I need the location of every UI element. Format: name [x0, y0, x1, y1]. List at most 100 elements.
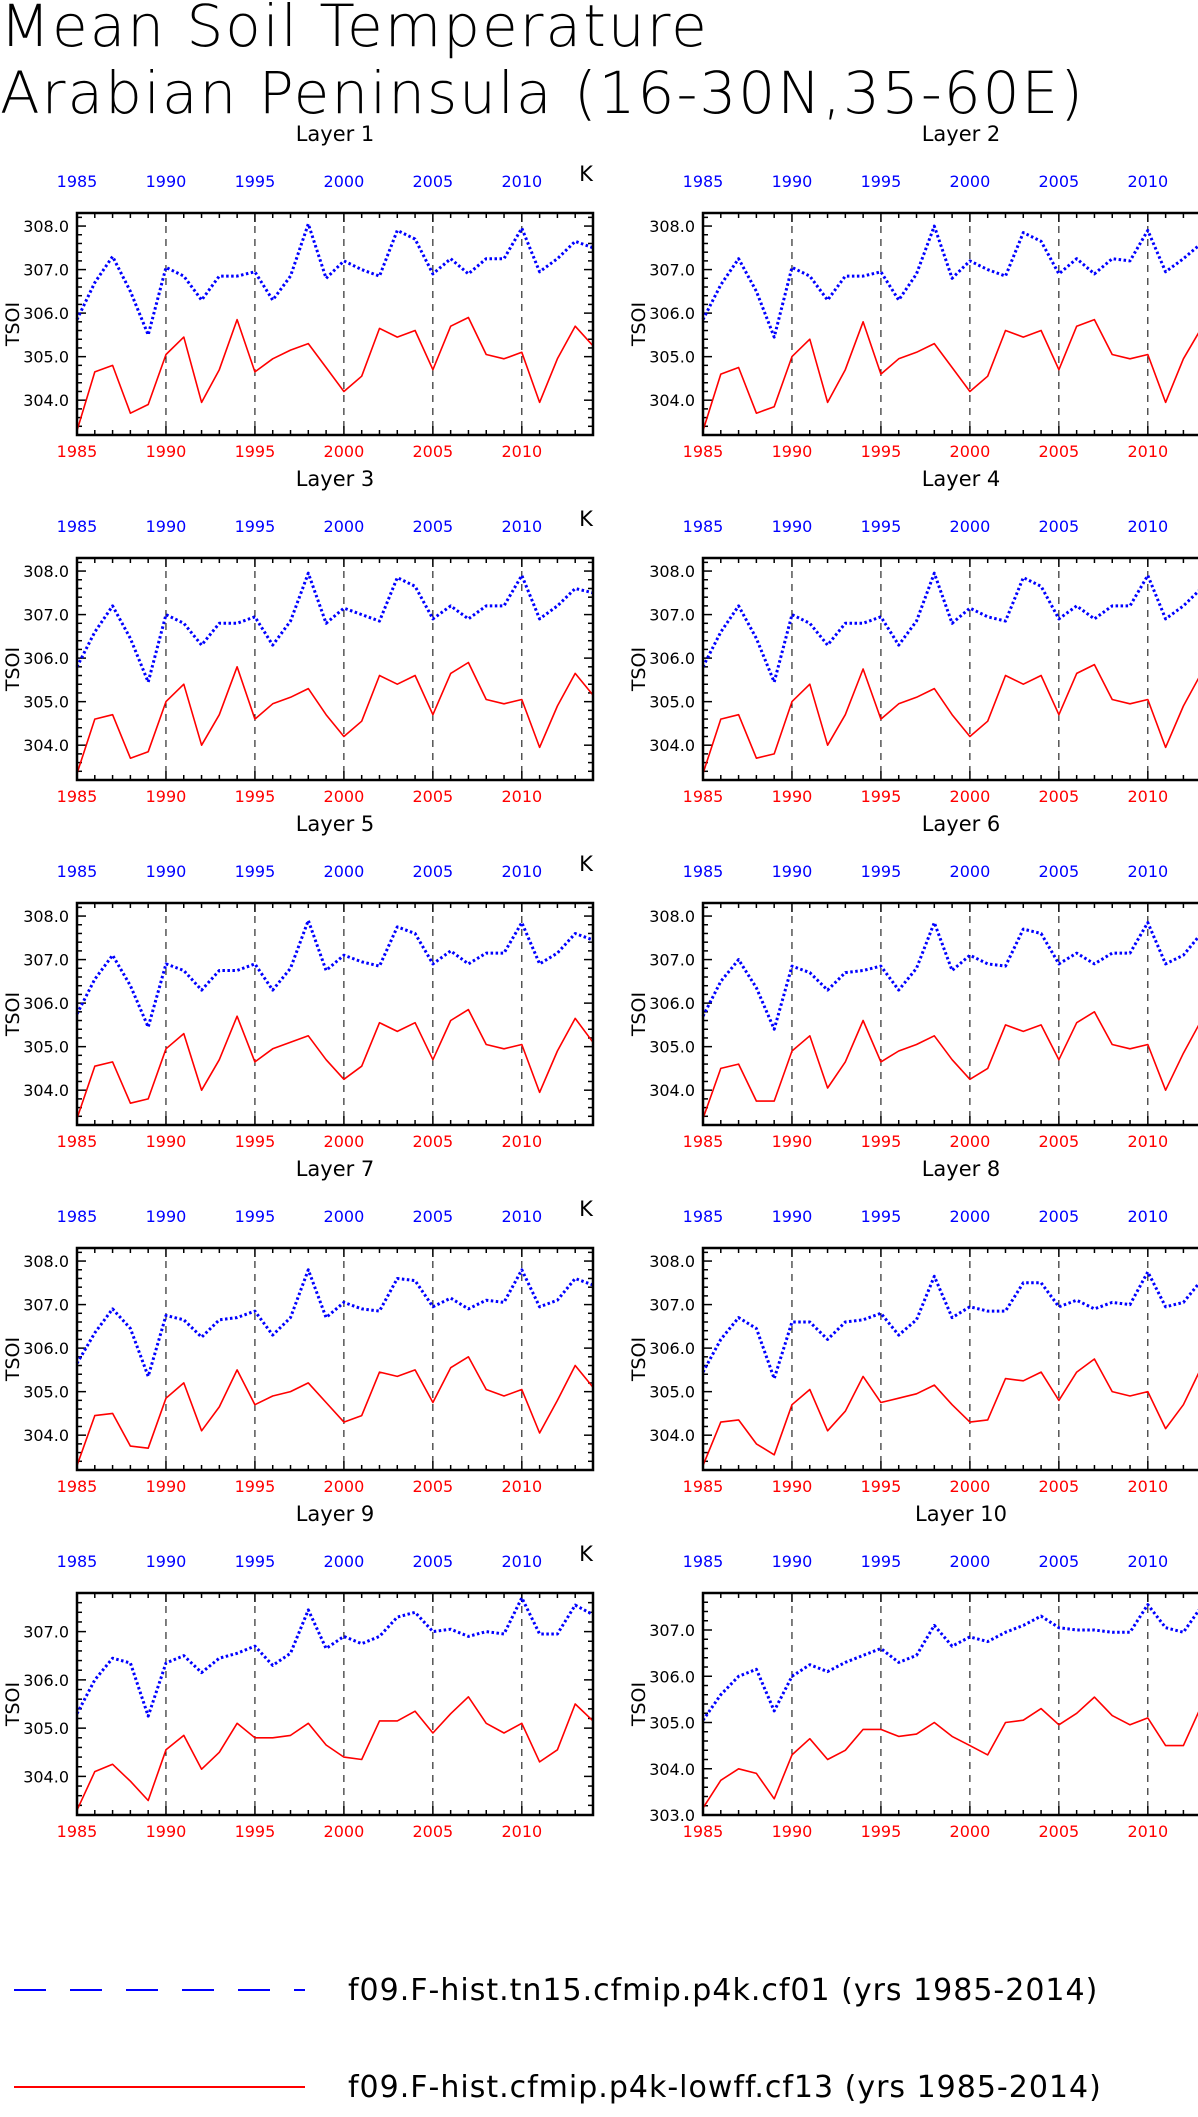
x-tick-label-top: 1985	[683, 862, 724, 881]
series-line-red	[702, 318, 1198, 431]
plot-frame	[75, 556, 595, 782]
series-line-red	[76, 661, 594, 774]
x-tick-label-bottom: 2000	[324, 1822, 365, 1841]
x-tick-label-top: 1995	[235, 517, 276, 536]
y-tick-label: 305.0	[23, 693, 69, 712]
x-tick-label-bottom: 2010	[1127, 1477, 1168, 1496]
x-tick-label-bottom: 2005	[413, 1477, 454, 1496]
panels-container: Layer 1 K TSOI 304.0 305.0 306.0 307.0 308.0 198…	[2, 122, 1198, 1841]
x-tick-label-top: 2000	[324, 1552, 365, 1571]
x-tick-label-top: 2005	[413, 862, 454, 881]
x-tick-label-top: 2005	[1039, 172, 1080, 191]
x-tick-label-bottom: 2010	[1127, 442, 1168, 461]
x-tick-label-bottom: 1995	[235, 787, 276, 806]
panel-title: Layer 8	[922, 1157, 1001, 1181]
panel-layer-8: Layer 8KTSOI304.0305.0306.0307.0308.0198…	[628, 1157, 1198, 1496]
panel-title: Layer 9	[296, 1502, 375, 1526]
x-tick-label-bottom: 1990	[146, 1822, 187, 1841]
y-tick-label: 308.0	[649, 562, 695, 581]
y-tick-label: 306.0	[649, 994, 695, 1013]
x-tick-label-top: 2005	[413, 517, 454, 536]
x-tick-label-bottom: 2010	[501, 1822, 542, 1841]
x-tick-label-bottom: 2000	[324, 1477, 365, 1496]
y-tick-label: 304.0	[23, 1767, 69, 1786]
y-axis-label: TSOI	[628, 992, 650, 1037]
x-tick-label-top: 2010	[1127, 172, 1168, 191]
x-tick-label-bottom: 1985	[683, 1477, 724, 1496]
x-tick-label-bottom: 2000	[950, 1477, 991, 1496]
series-line-blue	[701, 921, 1198, 1031]
y-tick-label: 306.0	[649, 304, 695, 323]
x-tick-label-bottom: 1990	[772, 1132, 813, 1151]
series-line-blue	[75, 571, 594, 684]
x-tick-label-top: 2005	[1039, 1552, 1080, 1571]
x-tick-label-top: 2005	[413, 172, 454, 191]
y-tick-label: 306.0	[649, 1667, 695, 1686]
plot-frame	[75, 211, 595, 437]
panel-layer-7: Layer 7 K TSOI 304.0 305.0 306.0 307.0 308.0 198…	[2, 1157, 595, 1496]
x-tick-label-bottom: 1990	[772, 1477, 813, 1496]
x-tick-label-bottom: 2005	[413, 1822, 454, 1841]
x-tick-label-top: 2005	[1039, 862, 1080, 881]
plot-frame	[75, 1246, 595, 1472]
x-tick-label-top: 1990	[146, 517, 187, 536]
y-axis-label: TSOI	[628, 647, 650, 692]
panel-title: Layer 3	[296, 467, 375, 491]
x-tick-label-top: 1995	[235, 172, 276, 191]
x-tick-label-top: 1985	[683, 1207, 724, 1226]
y-tick-label: 306.0	[23, 1671, 69, 1690]
plot-frame	[75, 1591, 595, 1817]
y-tick-label: 305.0	[23, 1038, 69, 1057]
y-axis-label: TSOI	[2, 1682, 24, 1727]
x-tick-label-bottom: 2000	[950, 1822, 991, 1841]
x-tick-label-top: 2010	[501, 172, 542, 191]
x-tick-label-top: 2010	[1127, 1552, 1168, 1571]
panel-title: Layer 1	[296, 122, 375, 146]
x-tick-label-bottom: 1990	[146, 1132, 187, 1151]
panel-layer-5: Layer 5 K TSOI 304.0 305.0 306.0 307.0 308.0 198…	[2, 812, 595, 1151]
x-tick-label-top: 1990	[146, 172, 187, 191]
y-tick-label: 305.0	[649, 1038, 695, 1057]
x-tick-label-bottom: 1985	[683, 1822, 724, 1841]
x-tick-label-top: 2010	[501, 1207, 542, 1226]
series-line-red	[76, 1356, 594, 1466]
y-tick-label: 303.0	[649, 1806, 695, 1825]
x-tick-label-bottom: 1990	[772, 1822, 813, 1841]
x-tick-label-top: 2000	[950, 1552, 991, 1571]
y-tick-label: 307.0	[23, 261, 69, 280]
x-tick-label-top: 2005	[413, 1552, 454, 1571]
plot-frame	[701, 211, 1198, 437]
y-tick-label: 304.0	[23, 391, 69, 410]
x-tick-label-bottom: 2000	[324, 787, 365, 806]
x-tick-label-top: 1990	[772, 172, 813, 191]
panel-layer-2: Layer 2KTSOI304.0305.0306.0307.0308.0198…	[628, 122, 1198, 461]
y-tick-label: 308.0	[649, 1252, 695, 1271]
legend-label: f09.F-hist.tn15.cfmip.p4k.cf01 (yrs 1985…	[348, 1973, 1098, 2008]
x-tick-label-bottom: 1985	[57, 1132, 98, 1151]
x-tick-label-top: 1990	[772, 517, 813, 536]
x-tick-label-top: 1985	[683, 172, 724, 191]
x-tick-label-bottom: 1990	[146, 442, 187, 461]
x-tick-label-bottom: 1985	[683, 442, 724, 461]
panel-layer-6: Layer 6KTSOI304.0305.0306.0307.0308.0198…	[628, 812, 1198, 1151]
y-tick-label: 304.0	[23, 1081, 69, 1100]
y-tick-label: 306.0	[23, 304, 69, 323]
title-line-1: Mean Soil Temperature	[0, 0, 709, 60]
x-tick-label-bottom: 2005	[1039, 1477, 1080, 1496]
x-tick-label-bottom: 2005	[1039, 1822, 1080, 1841]
y-axis-label: TSOI	[628, 1682, 650, 1727]
x-tick-label-top: 1990	[146, 1552, 187, 1571]
series-line-red	[702, 1358, 1198, 1466]
series-line-blue	[701, 1603, 1198, 1722]
x-tick-label-bottom: 1985	[57, 442, 98, 461]
y-tick-label: 305.0	[649, 693, 695, 712]
x-tick-label-top: 2000	[950, 517, 991, 536]
y-tick-label: 307.0	[23, 1296, 69, 1315]
series-line-blue	[701, 224, 1198, 339]
panel-layer-4: Layer 4KTSOI304.0305.0306.0307.0308.0198…	[628, 467, 1198, 806]
panel-title: Layer 5	[296, 812, 375, 836]
y-tick-label: 308.0	[23, 907, 69, 926]
x-tick-label-top: 1995	[861, 517, 902, 536]
x-tick-label-top: 2000	[324, 1207, 365, 1226]
